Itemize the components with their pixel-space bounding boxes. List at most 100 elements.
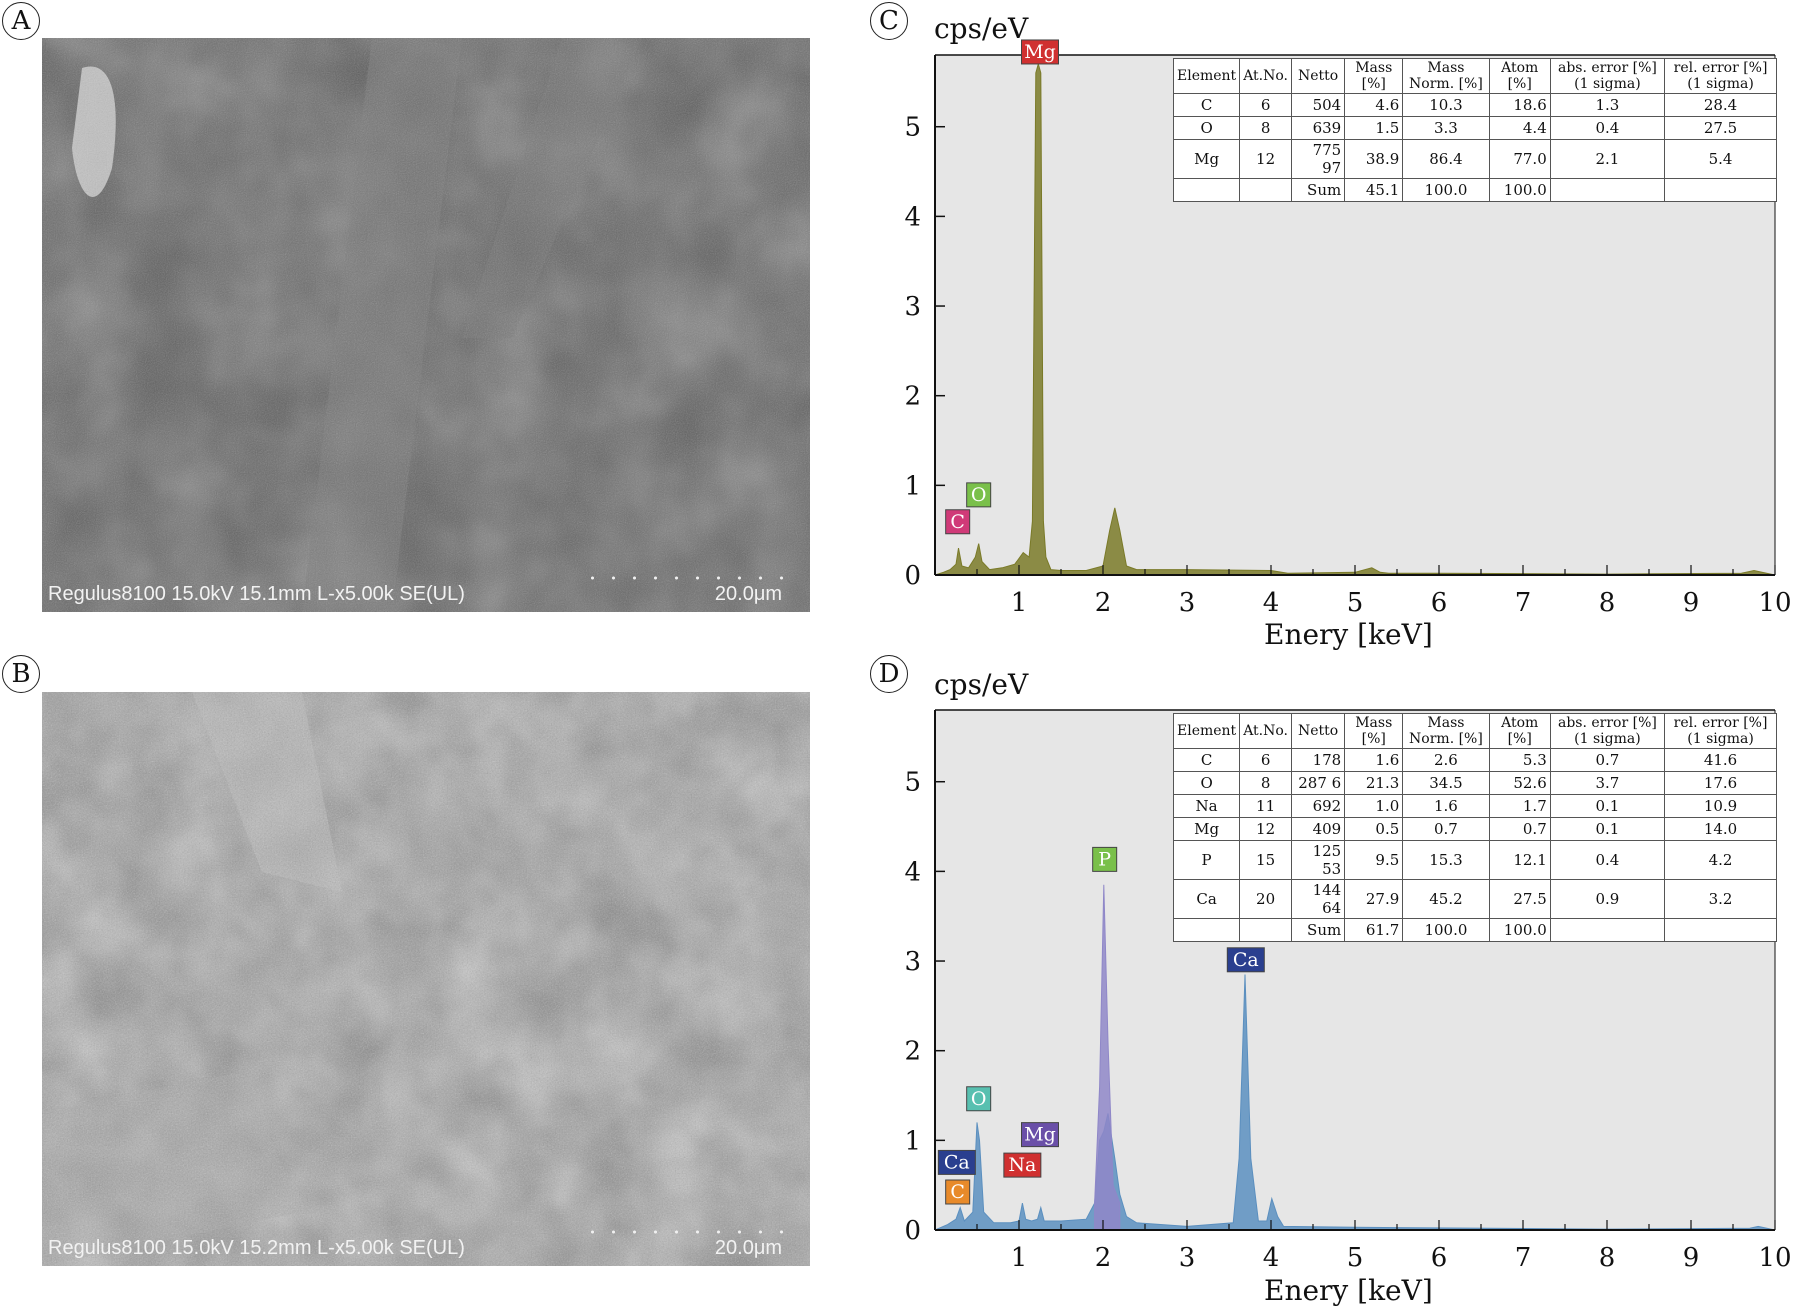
x-tick-label: 8 xyxy=(1599,588,1616,618)
table-cell: 3.2 xyxy=(1664,879,1777,919)
table-row: C 6 178 1.6 2.6 5.3 0.7 41.6 xyxy=(1172,748,1777,772)
x-tick-label: 3 xyxy=(1179,1243,1196,1273)
table-cell: O xyxy=(1172,771,1241,795)
table-cell: 61.7 xyxy=(1344,918,1404,942)
table-cell: 0.1 xyxy=(1549,817,1666,841)
sem-texture-a xyxy=(42,38,810,612)
table-cell: 4.2 xyxy=(1664,840,1777,880)
eds-spectrum-c: 0 1 2 3 4 5 1 2 3 4 5 6 7 8 9 10 Mg O C cps/eV Enery [keV]… xyxy=(0,0,1793,655)
table-cell: 1.6 xyxy=(1344,748,1404,772)
sem-scale-a: 20.0μm xyxy=(714,583,782,605)
x-axis-label-c: Enery [keV] xyxy=(1264,618,1433,651)
table-header-cell: rel. error [%] (1 sigma) xyxy=(1664,713,1777,749)
table-header-cell: Mass [%] xyxy=(1344,713,1404,749)
table-cell: 41.6 xyxy=(1664,748,1777,772)
peak-label-mg: Mg xyxy=(1021,39,1059,65)
peak-label-box xyxy=(1021,1122,1059,1148)
y-tick-label: 5 xyxy=(904,768,921,798)
table-cell: Sum xyxy=(1291,918,1346,942)
table-cell: 100.0 xyxy=(1402,918,1490,942)
table-cell xyxy=(1172,918,1241,942)
peak-label-box xyxy=(937,1149,976,1175)
table-cell xyxy=(1664,178,1777,202)
x-tick-label: 7 xyxy=(1515,1243,1532,1273)
peak-label-mg: Mg xyxy=(1021,1122,1059,1148)
x-tick-label: 3 xyxy=(1179,588,1196,618)
x-tick-label: 7 xyxy=(1515,588,1532,618)
table-cell: 27.9 xyxy=(1344,879,1404,919)
table-row: Sum 45.1 100.0 100.0 xyxy=(1172,178,1777,202)
x-tick-label: 9 xyxy=(1683,588,1700,618)
table-cell xyxy=(1172,178,1241,202)
y-tick-label: 2 xyxy=(904,1037,921,1067)
y-tick-label: 3 xyxy=(904,947,921,977)
table-cell xyxy=(1239,918,1293,942)
table-cell: 17.6 xyxy=(1664,771,1777,795)
table-cell: 12 xyxy=(1239,139,1293,179)
peak-label-box xyxy=(966,482,992,508)
x-tick-label: 4 xyxy=(1263,1243,1280,1273)
table-cell: 504 xyxy=(1291,93,1346,117)
table-cell xyxy=(1549,178,1666,202)
peak-label-na: Na xyxy=(1003,1152,1042,1178)
peak-label-text: Mg xyxy=(1024,1124,1056,1146)
table-cell: 5.3 xyxy=(1488,748,1551,772)
sem-scale-b: 20.0μm xyxy=(714,1237,782,1259)
x-tick-label: 1 xyxy=(1011,588,1028,618)
table-header-cell: At.No. xyxy=(1239,58,1293,94)
sem-texture-b xyxy=(42,692,810,1266)
peak-label-text: Ca xyxy=(1233,949,1259,971)
table-cell: 12.1 xyxy=(1488,840,1551,880)
table-cell: 9.5 xyxy=(1344,840,1404,880)
table-cell: 100.0 xyxy=(1488,918,1551,942)
table-cell: 0.7 xyxy=(1549,748,1666,772)
table-cell: 10.9 xyxy=(1664,794,1777,818)
table-cell: 0.9 xyxy=(1549,879,1666,919)
table-cell: 125 53 xyxy=(1291,840,1346,880)
x-tick-label: 2 xyxy=(1095,1243,1112,1273)
table-header-cell: rel. error [%] (1 sigma) xyxy=(1664,58,1777,94)
table-cell: 15 xyxy=(1239,840,1293,880)
y-axis-label-c: cps/eV xyxy=(934,12,1029,45)
table-cell: 0.4 xyxy=(1549,116,1666,140)
table-header-cell: At.No. xyxy=(1239,713,1293,749)
table-header-cell: abs. error [%] (1 sigma) xyxy=(1549,713,1666,749)
table-row: Ca 20 144 64 27.9 45.2 27.5 0.9 3.2 xyxy=(1172,879,1777,919)
sem-caption-b: Regulus8100 15.0kV 15.2mm L-x5.00k SE(UL… xyxy=(48,1237,465,1259)
peak-label-text: Ca xyxy=(944,1151,970,1173)
table-cell: 10.3 xyxy=(1402,93,1490,117)
sem-image-b: Regulus8100 15.0kV 15.2mm L-x5.00k SE(UL… xyxy=(42,692,810,1266)
eds-table-d: Element At.No. Netto Mass [%] Mass Norm. [%]… xyxy=(1172,713,1777,942)
y-tick-label: 3 xyxy=(904,292,921,322)
table-cell: 178 xyxy=(1291,748,1346,772)
table-cell: 45.1 xyxy=(1344,178,1404,202)
peak-label-box xyxy=(1226,947,1265,973)
table-header-cell: Element xyxy=(1172,58,1241,94)
peak-label-text: C xyxy=(950,511,965,533)
table-cell: 0.4 xyxy=(1549,840,1666,880)
table-cell: Ca xyxy=(1172,879,1241,919)
y-tick-label: 0 xyxy=(904,1216,921,1246)
y-tick-label: 2 xyxy=(904,382,921,412)
table-cell xyxy=(1664,918,1777,942)
table-cell: 21.3 xyxy=(1344,771,1404,795)
table-row: O 8 287 6 21.3 34.5 52.6 3.7 17.6 xyxy=(1172,771,1777,795)
y-tick-label: 4 xyxy=(904,857,921,887)
peak-label-text: P xyxy=(1098,848,1111,870)
peak-label-box xyxy=(1092,846,1118,872)
peak-label-o: O xyxy=(966,1086,992,1112)
table-cell: 12 xyxy=(1239,817,1293,841)
table-cell: O xyxy=(1172,116,1241,140)
table-cell: 3.3 xyxy=(1402,116,1490,140)
table-cell: 639 xyxy=(1291,116,1346,140)
y-axis-label-d: cps/eV xyxy=(934,668,1029,701)
table-header-cell: Atom [%] xyxy=(1488,713,1551,749)
table-cell: 692 xyxy=(1291,794,1346,818)
panel-letter-d: D xyxy=(870,655,908,693)
table-cell: 34.5 xyxy=(1402,771,1490,795)
x-tick-label: 5 xyxy=(1347,588,1364,618)
x-tick-label: 9 xyxy=(1683,1243,1700,1273)
x-axis-label-d: Enery [keV] xyxy=(1264,1274,1433,1307)
